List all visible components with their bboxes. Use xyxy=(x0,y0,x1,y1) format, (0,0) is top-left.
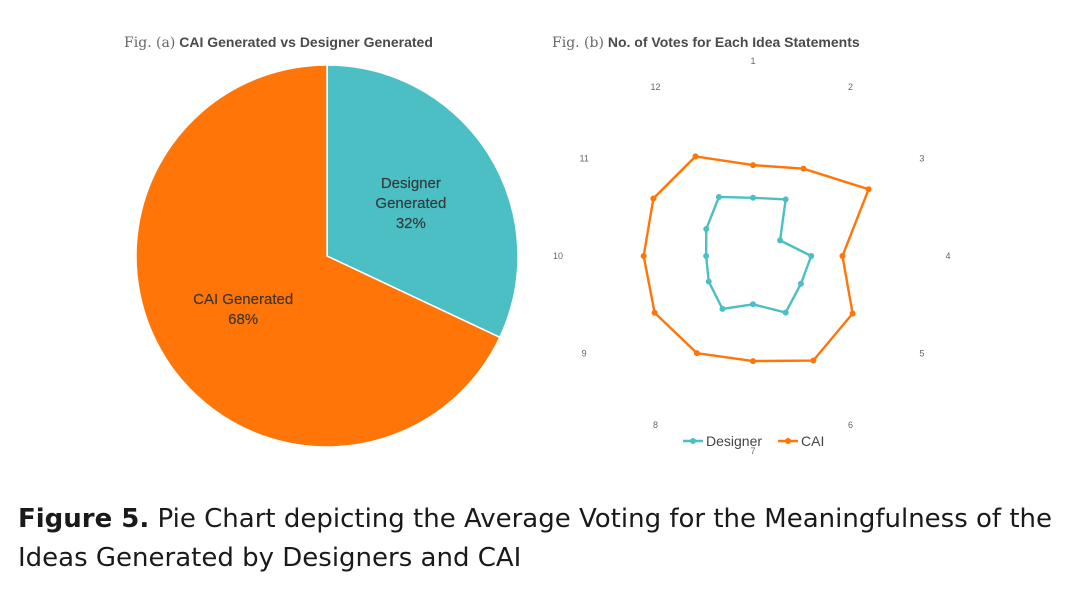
radar-point-cai-3 xyxy=(865,186,872,193)
radar-point-designer-10 xyxy=(703,253,710,259)
radar-point-designer-2 xyxy=(782,196,789,203)
radar-point-cai-1 xyxy=(750,162,756,169)
caption-label: Figure 5. xyxy=(18,504,150,534)
caption-text: Pie Chart depicting the Average Voting f… xyxy=(18,504,1053,573)
legend-marker-designer xyxy=(690,438,696,444)
radar-point-designer-8 xyxy=(719,305,726,312)
radar-axis-label-11: 11 xyxy=(579,154,588,164)
radar-point-designer-3 xyxy=(777,237,784,244)
radar-title-text: No. of Votes for Each Idea Statements xyxy=(607,34,860,50)
radar-axis-label-12: 12 xyxy=(650,82,660,92)
radar-point-designer-5 xyxy=(797,280,804,287)
radar-point-cai-11 xyxy=(650,195,657,202)
pie-figure-label: Fig. (a) xyxy=(124,35,176,51)
pie-slice-label-0: Generated xyxy=(375,195,446,212)
radar-point-designer-9 xyxy=(705,278,712,285)
pie-slice-value-label-1: 68% xyxy=(228,311,258,328)
radar-point-cai-12 xyxy=(692,153,699,160)
pie-slice-0 xyxy=(326,64,519,339)
radar-point-designer-7 xyxy=(750,301,756,308)
radar-chart-title: Fig. (b) No. of Votes for Each Idea Stat… xyxy=(552,34,860,51)
radar-point-designer-11 xyxy=(703,226,710,233)
legend-label-cai: CAI xyxy=(801,433,824,449)
pie-slice-label-1: CAI Generated xyxy=(193,291,293,308)
figure-caption: Figure 5. Pie Chart depicting the Averag… xyxy=(18,500,1068,578)
radar-point-cai-8 xyxy=(693,350,700,357)
radar-point-cai-4 xyxy=(839,253,846,259)
radar-axis-label-1: 1 xyxy=(750,56,755,66)
radar-axis-label-7: 7 xyxy=(750,446,755,456)
radar-axis-label-4: 4 xyxy=(945,251,950,261)
radar-point-cai-2 xyxy=(800,165,807,172)
radar-point-cai-6 xyxy=(810,357,817,364)
radar-axis-label-8: 8 xyxy=(653,420,658,430)
pie-slice-value-label-0: 32% xyxy=(396,215,426,232)
legend-marker-cai xyxy=(785,438,791,444)
radar-point-designer-4 xyxy=(808,253,815,259)
radar-axis-label-3: 3 xyxy=(919,154,924,164)
radar-axis-label-6: 6 xyxy=(848,420,853,430)
radar-point-designer-1 xyxy=(750,194,756,201)
pie-chart-title: Fig. (a) CAI Generated vs Designer Gener… xyxy=(124,34,433,51)
legend-label-designer: Designer xyxy=(706,433,762,449)
radar-figure-label: Fig. (b) xyxy=(552,35,604,51)
pie-slice-1 xyxy=(135,64,501,448)
radar-axis-label-9: 9 xyxy=(582,349,587,359)
radar-point-designer-6 xyxy=(782,309,789,316)
radar-point-designer-12 xyxy=(715,193,722,200)
pie-slice-label-0: Designer xyxy=(381,175,441,192)
radar-axis-label-2: 2 xyxy=(848,82,853,92)
radar-series-line-designer xyxy=(704,195,813,314)
radar-axis-label-5: 5 xyxy=(919,349,924,359)
radar-axis-label-10: 10 xyxy=(553,251,563,261)
radar-point-cai-5 xyxy=(849,310,856,317)
radar-point-cai-9 xyxy=(651,309,658,316)
pie-title-text: CAI Generated vs Designer Generated xyxy=(179,34,433,50)
radar-series-line-cai xyxy=(642,155,870,363)
radar-point-cai-7 xyxy=(750,358,756,365)
radar-point-cai-10 xyxy=(640,253,647,259)
